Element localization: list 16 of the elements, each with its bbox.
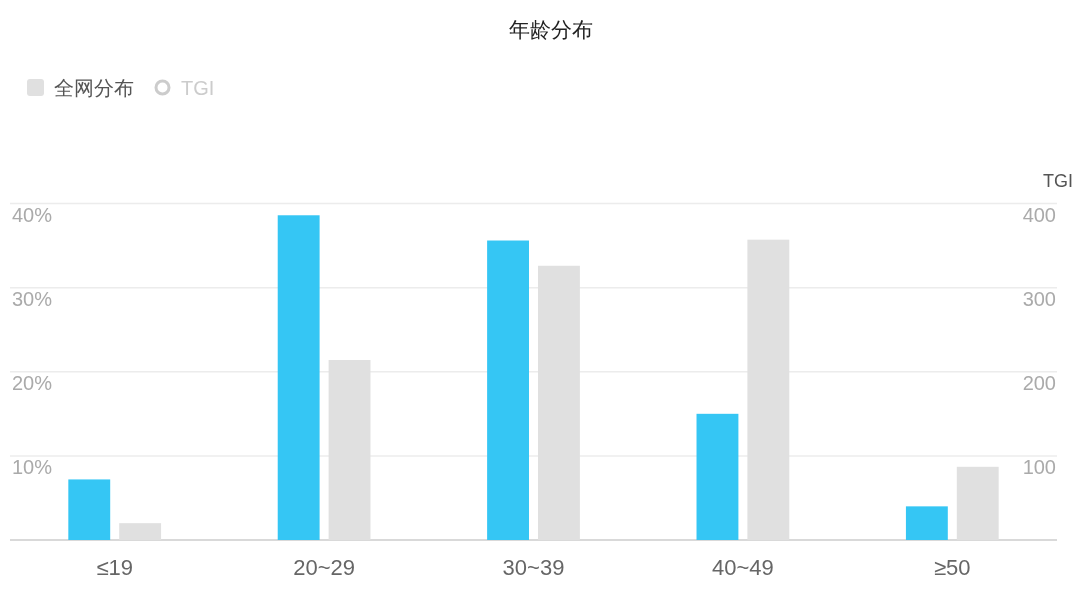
y2tick-label: 300 bbox=[1022, 287, 1056, 310]
legend-label: 全网分布 bbox=[54, 76, 134, 99]
y2tick-label: 100 bbox=[1022, 455, 1056, 478]
ytick-label: 30% bbox=[12, 287, 53, 310]
y2tick-label: 400 bbox=[1022, 203, 1056, 226]
y2tick-label: 200 bbox=[1022, 371, 1056, 394]
y2label: TGI bbox=[1043, 170, 1073, 191]
ytick-label: 20% bbox=[12, 371, 53, 394]
xtick-label: 40~49 bbox=[712, 555, 774, 580]
title: 年龄分布 bbox=[509, 18, 593, 41]
xtick-label: ≥50 bbox=[934, 555, 971, 580]
ytick-label: 40% bbox=[12, 203, 53, 226]
xtick-label: 30~39 bbox=[502, 555, 565, 580]
ytick-label: 10% bbox=[12, 455, 53, 478]
xtick-label: ≤19 bbox=[96, 555, 133, 580]
xtick-label: 20~29 bbox=[293, 555, 355, 580]
